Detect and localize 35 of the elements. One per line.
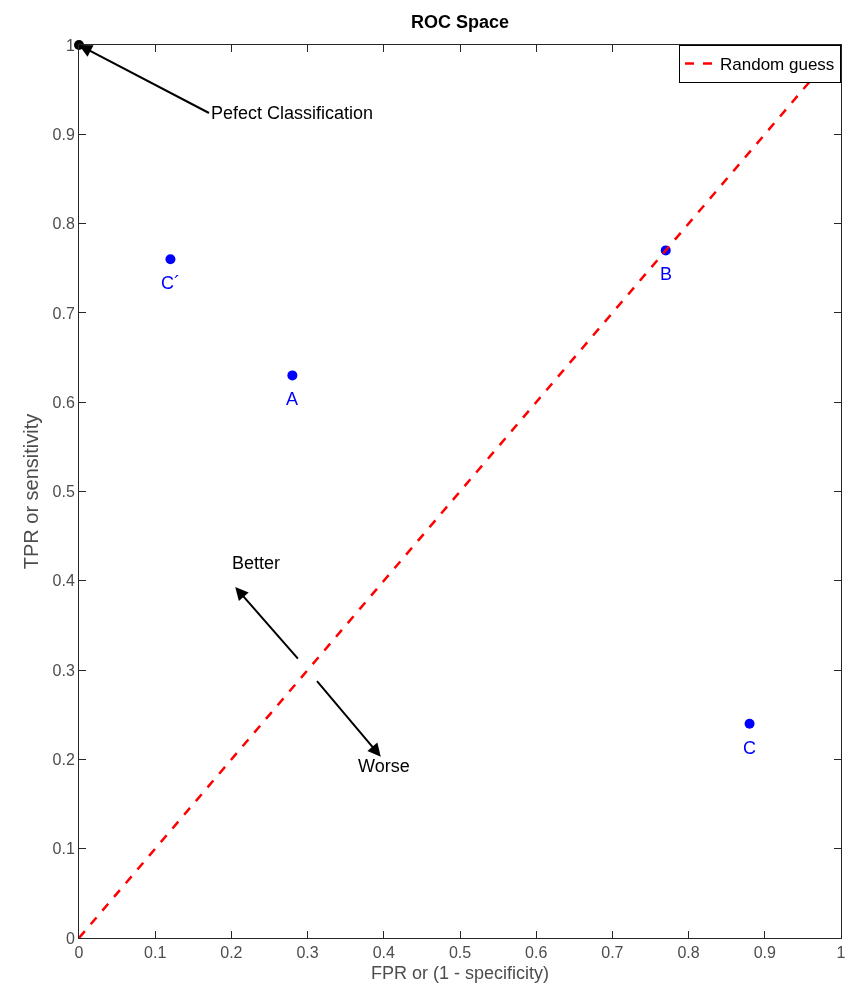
annotation: B	[660, 264, 673, 284]
point	[287, 370, 298, 381]
x-tick-label: 0.3	[296, 944, 319, 962]
y-tick-label: 0.3	[52, 661, 75, 679]
x-tick-label: 0.5	[448, 944, 472, 962]
x-tick-label: 0.8	[677, 944, 700, 962]
x-tick-label: 0.2	[220, 944, 243, 962]
annotation: Pefect Classification	[211, 103, 374, 123]
point	[165, 254, 176, 265]
x-tick-label: 0.1	[144, 944, 167, 962]
chart-title: ROC Space	[411, 11, 510, 32]
x-tick-label: 1	[836, 944, 846, 962]
x-tick-label: 0.7	[601, 944, 624, 962]
y-tick-label: 0.4	[52, 572, 75, 590]
annotation: Worse	[358, 756, 410, 776]
x-tick-label: 0.4	[372, 944, 396, 962]
annotation: C´	[161, 273, 180, 293]
y-tick-label: 0	[65, 929, 75, 947]
annotation: A	[286, 389, 299, 409]
x-axis-title: FPR or (1 - specificity)	[370, 963, 550, 984]
legend-label: Random guess	[720, 55, 835, 75]
x-tick-label: 0.6	[525, 944, 548, 962]
y-tick-label: 0.7	[52, 304, 75, 322]
y-tick-label: 0.1	[52, 840, 75, 858]
y-tick-label: 0.8	[52, 215, 75, 233]
y-axis-title: TPR or sensitivity	[20, 413, 43, 570]
y-tick-label: 0.2	[52, 751, 75, 768]
y-tick-label: 0.5	[52, 483, 75, 501]
x-tick-label: 0.9	[753, 944, 777, 962]
annotation: Better	[232, 553, 281, 573]
y-tick-label: 1	[65, 36, 75, 54]
annotation: C	[743, 738, 756, 758]
y-tick-label: 0.9	[52, 125, 75, 143]
point	[744, 718, 755, 729]
y-tick-label: 0.6	[52, 393, 75, 411]
